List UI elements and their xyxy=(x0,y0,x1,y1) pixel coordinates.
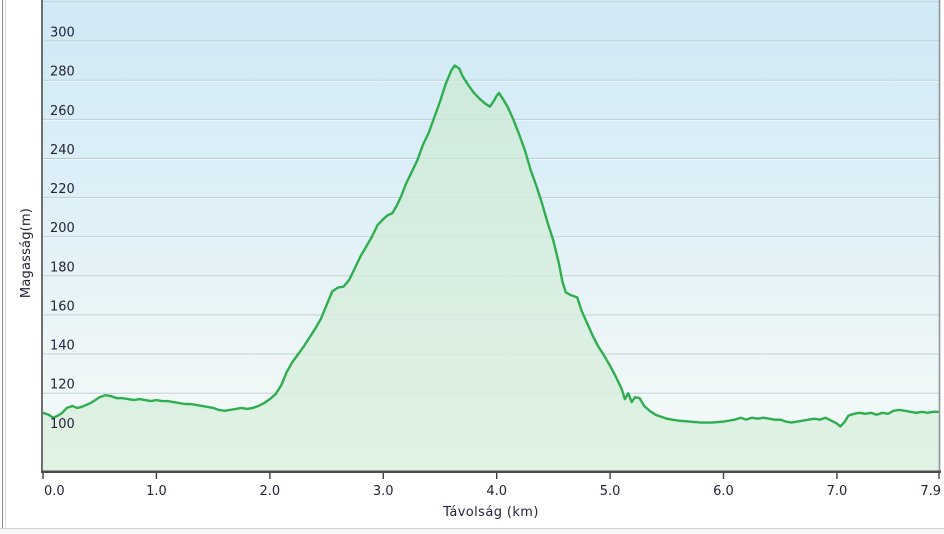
tick-layer: 0.0 1.0 2.0 3.0 4.0 5.0 6.0 7.0 7.9 300 280 260 240 2… xyxy=(42,26,941,499)
y-tick-label-280: 280 xyxy=(50,65,75,80)
x-tick-label-7.9: 7.9 xyxy=(920,484,941,499)
x-tick-label-6.0: 6.0 xyxy=(713,484,734,499)
y-tick-label-160: 160 xyxy=(50,299,75,314)
window-left-border xyxy=(2,0,3,534)
window-left-border-inner xyxy=(5,0,6,527)
x-tick-label-7.0: 7.0 xyxy=(827,484,848,499)
x-axis-title: Távolság (km) xyxy=(442,505,539,520)
y-tick-label-200: 200 xyxy=(50,221,75,236)
x-tick-label-0.0: 0.0 xyxy=(44,484,65,499)
x-tick-label-5.0: 5.0 xyxy=(600,484,621,499)
y-tick-label-100: 100 xyxy=(50,417,75,432)
elevation-line xyxy=(41,64,941,428)
x-tick-label-1.0: 1.0 xyxy=(146,484,167,499)
x-tick-label-4.0: 4.0 xyxy=(486,484,507,499)
y-tick-label-180: 180 xyxy=(50,260,75,275)
y-axis-title: Magasság(m) xyxy=(19,208,34,298)
y-tick-label-220: 220 xyxy=(50,182,75,197)
plot-right-border xyxy=(938,0,941,473)
y-axis-line xyxy=(41,0,43,473)
y-tick-label-120: 120 xyxy=(50,378,75,393)
y-tick-label-260: 260 xyxy=(50,104,75,119)
axes-layer xyxy=(41,0,941,473)
x-tick-label-3.0: 3.0 xyxy=(373,484,394,499)
y-tick-label-300: 300 xyxy=(50,26,75,41)
window-bottom-strip xyxy=(0,529,944,534)
x-axis-line xyxy=(41,470,941,473)
series-layer xyxy=(41,64,941,472)
elevation-area xyxy=(43,65,939,472)
y-tick-label-240: 240 xyxy=(50,143,75,158)
y-tick-label-140: 140 xyxy=(50,339,75,354)
x-tick-label-2.0: 2.0 xyxy=(259,484,280,499)
window-bottom-divider xyxy=(0,528,944,529)
